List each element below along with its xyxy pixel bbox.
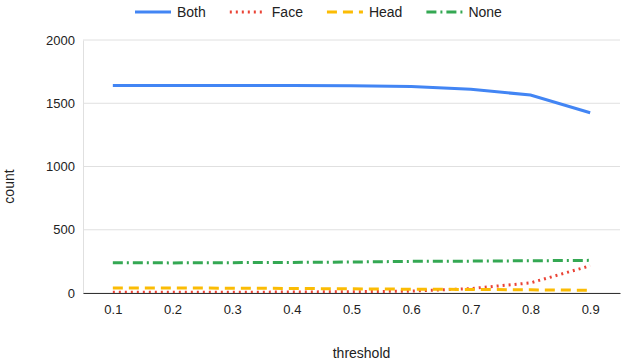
y-tick-label: 1000 <box>46 159 75 174</box>
x-tick-label: 0.1 <box>104 302 122 317</box>
legend-swatch <box>327 11 363 14</box>
grid-line <box>83 293 620 294</box>
series-line <box>113 288 590 290</box>
x-tick: 0.7 <box>462 293 480 317</box>
lines <box>113 86 590 293</box>
y-axis-line <box>83 41 84 294</box>
x-tick: 0.2 <box>164 293 182 317</box>
legend-item: None <box>426 4 502 20</box>
x-tick: 0.3 <box>224 293 242 317</box>
legend-item: Both <box>135 4 206 20</box>
x-tick-label: 0.9 <box>582 302 600 317</box>
y-tick: 2000 <box>46 33 83 48</box>
chart: 0 500 1000 1500 2000 0.1 0.2 0.3 0.4 0.5 0.6 0.7 0.8… <box>0 0 624 362</box>
legend-item: Head <box>327 4 402 20</box>
legend-swatch <box>135 11 171 14</box>
y-axis-title: count <box>1 169 17 203</box>
y-tick: 500 <box>53 222 83 237</box>
grid <box>83 40 620 293</box>
y-tick: 0 <box>68 286 83 301</box>
y-tick-label: 500 <box>53 222 75 237</box>
legend-label: Both <box>177 4 206 20</box>
grid-line <box>83 166 620 167</box>
grid-line <box>83 103 620 104</box>
x-tick: 0.1 <box>104 293 122 317</box>
x-tick: 0.4 <box>283 293 301 317</box>
plot: 0 500 1000 1500 2000 0.1 0.2 0.3 0.4 0.5 0.6 0.7 0.8… <box>46 33 620 318</box>
legend-label: Face <box>272 4 303 20</box>
x-tick: 0.8 <box>522 293 540 317</box>
x-axis: 0.1 0.2 0.3 0.4 0.5 0.6 0.7 0.8 0.9 <box>84 293 621 317</box>
x-tick-label: 0.8 <box>522 302 540 317</box>
y-tick-label: 2000 <box>46 33 75 48</box>
x-tick-label: 0.4 <box>283 302 301 317</box>
x-tick-label: 0.6 <box>403 302 421 317</box>
x-tick: 0.6 <box>403 293 421 317</box>
legend-swatch <box>426 11 462 14</box>
grid-line <box>83 40 620 41</box>
x-axis-title: threshold <box>333 345 391 361</box>
grid-line <box>83 229 620 230</box>
legend-label: None <box>468 4 502 20</box>
legend: Both Face Head None <box>135 4 502 20</box>
y-tick-label: 0 <box>68 286 75 301</box>
y-tick-label: 1500 <box>46 96 75 111</box>
series-line <box>113 266 590 293</box>
x-tick-label: 0.7 <box>462 302 480 317</box>
x-tick-label: 0.5 <box>343 302 361 317</box>
series-line <box>113 260 590 263</box>
x-tick: 0.9 <box>582 293 600 317</box>
legend-item: Face <box>230 4 303 20</box>
x-tick-label: 0.2 <box>164 302 182 317</box>
x-tick-label: 0.3 <box>224 302 242 317</box>
y-tick: 1000 <box>46 159 83 174</box>
y-tick: 1500 <box>46 96 83 111</box>
x-tick: 0.5 <box>343 293 361 317</box>
x-axis-line <box>84 293 621 294</box>
legend-swatch <box>230 11 266 14</box>
legend-label: Head <box>369 4 402 20</box>
series-line <box>113 86 590 113</box>
y-axis: 0 500 1000 1500 2000 <box>46 33 83 301</box>
